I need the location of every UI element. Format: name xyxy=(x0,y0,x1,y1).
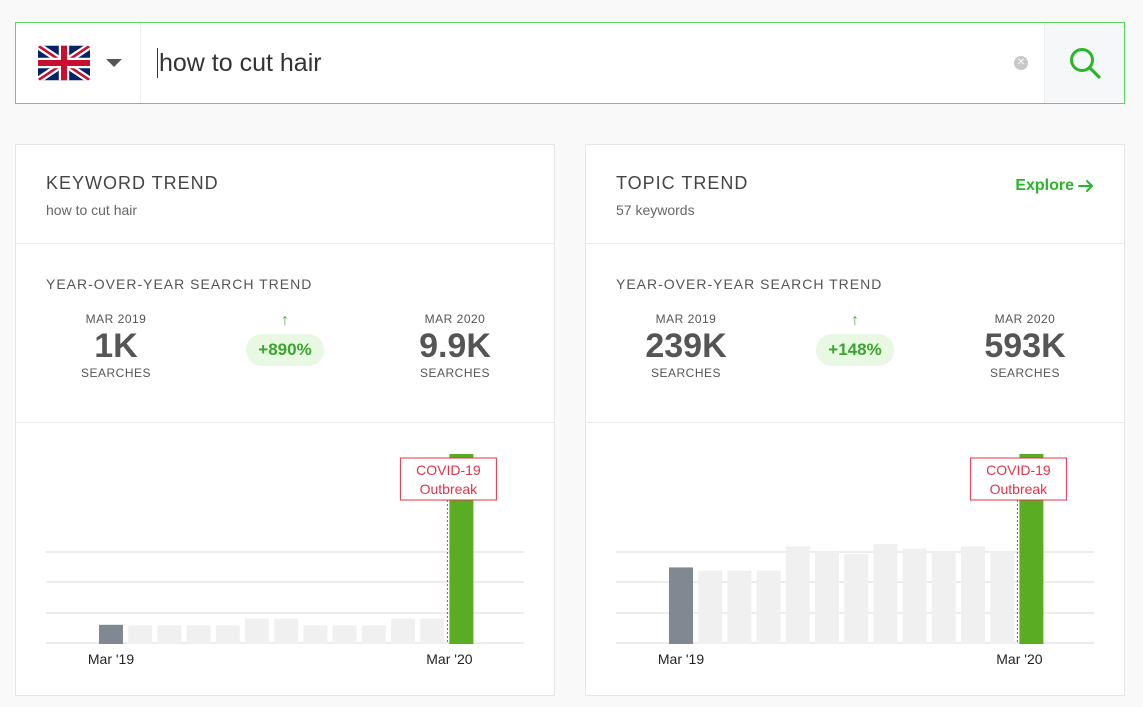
annotation-box xyxy=(969,457,1067,501)
x-tick-label: Mar '20 xyxy=(426,651,472,667)
bar-apr19 xyxy=(128,625,153,644)
stat-start: MAR 2019 239K SEARCHES xyxy=(616,312,756,380)
bar-jan20 xyxy=(961,546,985,644)
search-field-wrap: ✕ xyxy=(141,23,1044,103)
stat-change: ↑ +148% xyxy=(810,312,900,366)
stat-end-label: MAR 2020 xyxy=(424,312,486,326)
card-header: TOPIC TREND 57 keywords Explore xyxy=(586,145,1124,244)
stat-start: MAR 2019 1K SEARCHES xyxy=(46,312,186,380)
stat-change: ↑ +890% xyxy=(240,312,330,366)
bar-dec19 xyxy=(361,625,386,644)
card-subtitle: how to cut hair xyxy=(46,202,138,218)
chevron-down-icon xyxy=(106,59,122,67)
annotation-text: Outbreak xyxy=(420,481,479,497)
clear-icon[interactable]: ✕ xyxy=(1014,56,1028,70)
arrow-up-icon: ↑ xyxy=(851,312,859,329)
bar-oct19 xyxy=(303,625,328,644)
search-icon xyxy=(1069,48,1101,79)
stat-end-label: MAR 2020 xyxy=(994,312,1056,326)
yoy-stats: YEAR-OVER-YEAR SEARCH TREND MAR 2019 1K … xyxy=(16,244,554,423)
arrow-up-icon: ↑ xyxy=(281,312,289,329)
bar-may19 xyxy=(727,570,752,644)
bar-dec19 xyxy=(931,551,956,644)
bar-nov19 xyxy=(332,625,357,644)
bar-oct19 xyxy=(873,544,898,644)
annotation-text: Outbreak xyxy=(990,481,1049,497)
bar-nov19 xyxy=(902,548,927,644)
search-button[interactable] xyxy=(1044,23,1124,103)
annotation-box xyxy=(399,457,497,501)
x-tick-label: Mar '20 xyxy=(996,651,1042,667)
bar-jun19 xyxy=(756,570,781,644)
annotation-text: COVID-19 xyxy=(986,462,1051,478)
bar-jul19 xyxy=(785,546,810,644)
bar-apr19 xyxy=(698,570,723,644)
topic-trend-chart: Mar '19 Mar '20 COVID-19 Outbreak xyxy=(616,454,1094,667)
stat-start-unit: SEARCHES xyxy=(650,366,722,380)
bar-mar19 xyxy=(669,567,693,644)
stats-title: YEAR-OVER-YEAR SEARCH TREND xyxy=(46,276,313,292)
uk-flag-icon xyxy=(38,45,90,81)
bar-aug19 xyxy=(245,618,269,644)
search-bar: ✕ xyxy=(15,22,1125,104)
stat-end-unit: SEARCHES xyxy=(419,366,491,380)
card-title: KEYWORD TREND xyxy=(46,173,219,193)
card-title: TOPIC TREND xyxy=(616,173,749,193)
stat-end-value: 9.9K xyxy=(419,327,491,365)
change-badge: +148% xyxy=(816,334,894,366)
explore-label: Explore xyxy=(1015,177,1074,194)
bar-mar19 xyxy=(99,624,123,644)
card-header: KEYWORD TREND how to cut hair xyxy=(16,145,554,244)
card-subtitle: 57 keywords xyxy=(616,202,695,218)
bar-jul19 xyxy=(215,625,240,644)
bar-may19 xyxy=(157,625,182,644)
stat-end: MAR 2020 593K SEARCHES xyxy=(955,312,1095,380)
bar-aug19 xyxy=(815,551,839,644)
stat-end-unit: SEARCHES xyxy=(989,366,1061,380)
bar-sep19 xyxy=(274,618,299,644)
bar-sep19 xyxy=(844,553,869,644)
stat-start-unit: SEARCHES xyxy=(80,366,152,380)
stats-title: YEAR-OVER-YEAR SEARCH TREND xyxy=(616,276,883,292)
x-tick-label: Mar '19 xyxy=(658,651,704,667)
annotation-text: COVID-19 xyxy=(416,462,481,478)
yoy-stats: YEAR-OVER-YEAR SEARCH TREND MAR 2019 239… xyxy=(586,244,1124,423)
stat-start-value: 239K xyxy=(645,327,727,365)
stat-start-label: MAR 2019 xyxy=(655,312,717,326)
keyword-trend-card: KEYWORD TREND how to cut hair YEAR-OVER-… xyxy=(15,144,555,696)
country-selector[interactable] xyxy=(16,23,141,103)
search-input[interactable] xyxy=(157,48,1044,78)
stat-end-value: 593K xyxy=(984,327,1066,365)
bar-feb20 xyxy=(990,551,1015,644)
bar-jun19 xyxy=(186,625,211,644)
x-tick-label: Mar '19 xyxy=(88,651,134,667)
stat-start-value: 1K xyxy=(94,327,138,365)
topic-trend-card: TOPIC TREND 57 keywords Explore YEAR-OVE… xyxy=(585,144,1125,696)
explore-link[interactable]: Explore xyxy=(1015,177,1094,195)
bar-feb20 xyxy=(420,618,445,644)
bar-jan20 xyxy=(391,618,415,644)
change-badge: +890% xyxy=(246,334,324,366)
arrow-right-icon xyxy=(1078,180,1093,192)
keyword-trend-chart: Mar '19 Mar '20 COVID-19 Outbreak xyxy=(46,454,524,667)
stat-end: MAR 2020 9.9K SEARCHES xyxy=(385,312,525,380)
stat-start-label: MAR 2019 xyxy=(85,312,147,326)
